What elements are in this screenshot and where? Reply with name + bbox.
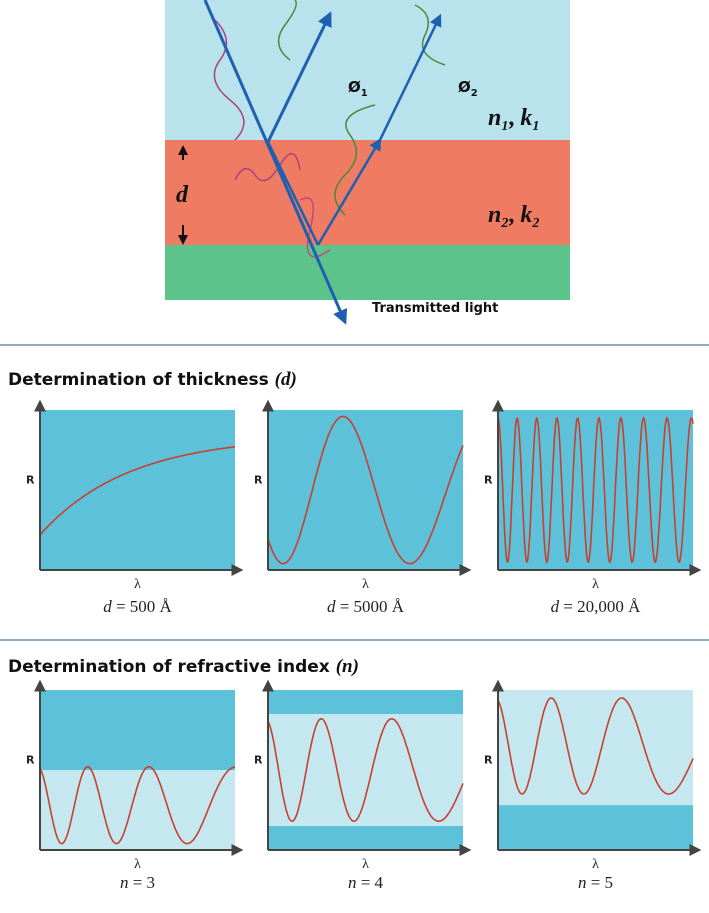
caption-text: = 500 Å (112, 597, 173, 616)
film-diagram: d Ø1 Ø2 n1, k1 n2, k2 Transmitted light (165, 0, 570, 345)
range-band (268, 714, 463, 826)
y-axis-label: R (254, 474, 263, 487)
caption-text: = 3 (128, 873, 155, 892)
subscript: 1 (501, 119, 508, 134)
thickness-label: d (176, 182, 189, 208)
caption-var: n (578, 873, 587, 892)
plot-panel: Rλ d = 5000 Å (254, 402, 469, 616)
y-axis-label: R (26, 474, 35, 487)
n: n (488, 202, 501, 228)
caption-text: = 4 (356, 873, 383, 892)
x-axis-label: λ (592, 577, 599, 592)
y-axis-label: R (254, 754, 263, 767)
title-text: Determination of thickness (8, 370, 275, 390)
caption: n = 4 (348, 873, 384, 892)
y-axis-label: R (26, 754, 35, 767)
x-axis-label: λ (134, 857, 141, 872)
caption-var: n (120, 873, 129, 892)
subscript: 2 (531, 216, 539, 231)
k: k (520, 202, 532, 228)
x-axis-label: λ (592, 857, 599, 872)
layer-substrate (165, 245, 570, 300)
subscript: 2 (471, 88, 478, 99)
y-axis-label: R (484, 754, 493, 767)
subscript: 1 (532, 119, 539, 134)
transmitted-label: Transmitted light (372, 301, 498, 316)
layer-2-label: n2, k2 (488, 202, 539, 231)
sep: , (508, 105, 520, 131)
title-var: (n) (336, 656, 359, 677)
title-var: (d) (275, 369, 297, 390)
subscript: 1 (361, 88, 368, 99)
symbol: Ø (348, 78, 361, 96)
n: n (488, 105, 501, 131)
sep: , (508, 202, 520, 228)
caption: n = 3 (120, 873, 155, 892)
section: Determination of thickness (d) Rλ d = 500 … (8, 369, 699, 616)
caption: d = 500 Å (103, 597, 172, 616)
plot-bg (268, 410, 463, 570)
title-text: Determination of refractive index (8, 657, 336, 677)
caption: d = 20,000 Å (551, 597, 642, 616)
layer-film (165, 140, 570, 245)
plot-panel: Rλ d = 20,000 Å (484, 402, 699, 616)
section-title: Determination of thickness (d) (8, 369, 297, 390)
section-title: Determination of refractive index (n) (8, 656, 359, 677)
y-axis-label: R (484, 474, 493, 487)
symbol: Ø (458, 78, 471, 96)
caption-text: = 20,000 Å (559, 597, 641, 616)
caption: n = 5 (578, 873, 613, 892)
caption-var: n (348, 873, 357, 892)
page: d Ø1 Ø2 n1, k1 n2, k2 Transmitted light … (0, 0, 709, 913)
caption-text: = 5 (586, 873, 613, 892)
x-axis-label: λ (134, 577, 141, 592)
plot-bg (40, 410, 235, 570)
caption: d = 5000 Å (327, 597, 405, 616)
x-axis-label: λ (362, 857, 369, 872)
range-band (40, 770, 235, 850)
k: k (520, 105, 532, 131)
plot-panel: Rλn = 4 (254, 682, 469, 892)
plot-panel: Rλn = 5 (484, 682, 699, 892)
caption-text: = 5000 Å (335, 597, 404, 616)
plot-panel: Rλn = 3 (26, 682, 241, 892)
layer-1-label: n1, k1 (488, 105, 539, 134)
section: Determination of refractive index (n)Rλn… (8, 656, 699, 892)
x-axis-label: λ (362, 577, 369, 592)
plot-panel: Rλ d = 500 Å (26, 402, 241, 616)
subscript: 2 (500, 216, 508, 231)
